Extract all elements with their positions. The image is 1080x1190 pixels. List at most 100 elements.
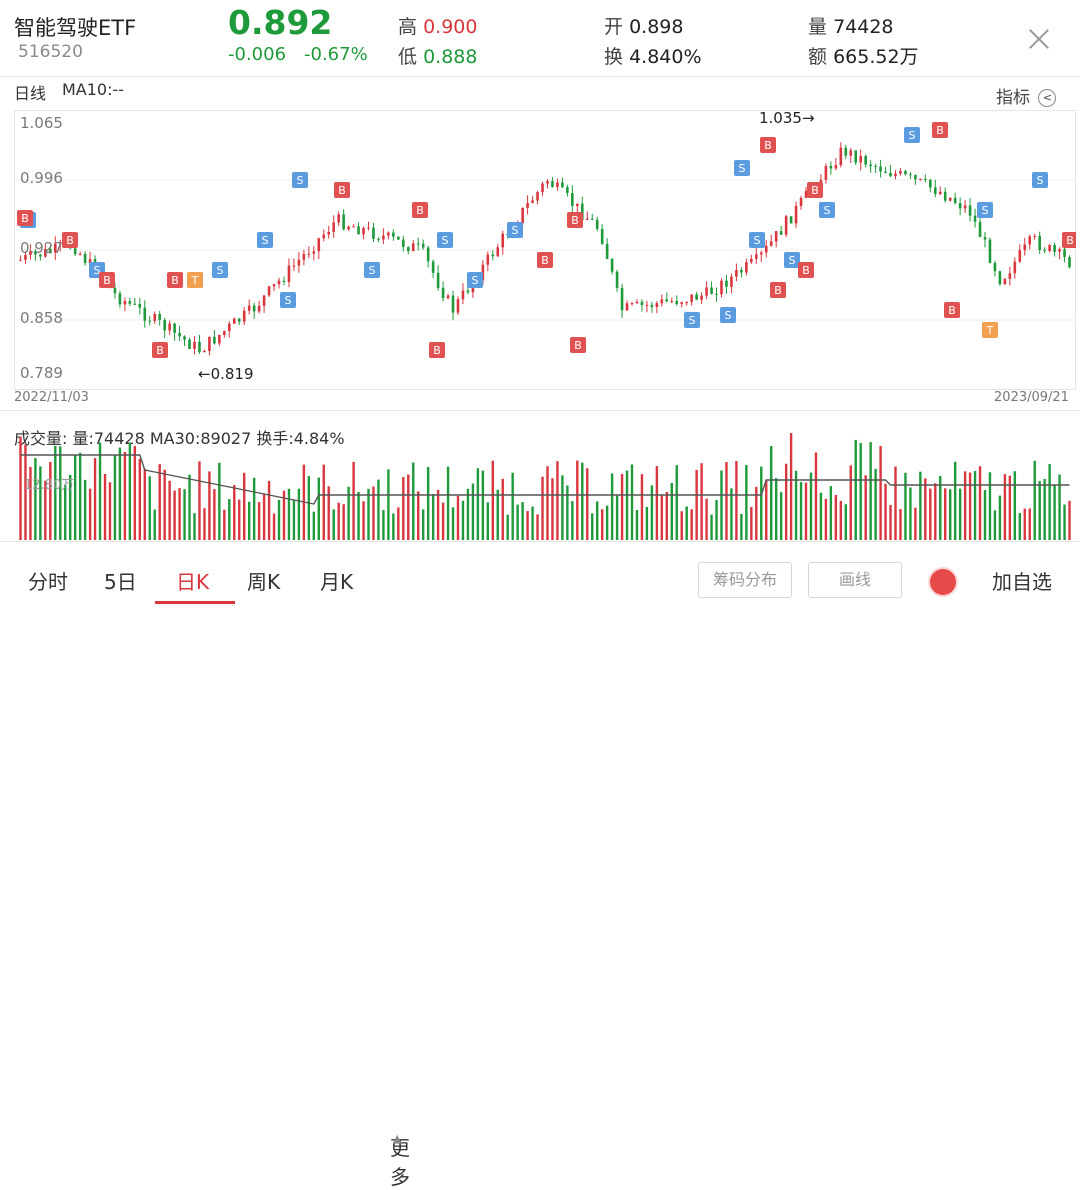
candle-body (406, 247, 410, 252)
volume-bar (24, 444, 27, 540)
candle-body (859, 155, 863, 163)
candle-body (481, 264, 485, 281)
volume-bar (183, 489, 186, 540)
candle-body (193, 341, 196, 349)
close-icon[interactable] (1024, 24, 1054, 54)
tab-5day[interactable]: 5日 (104, 570, 137, 594)
trade-marker-b[interactable]: B (17, 210, 33, 226)
trade-marker-b[interactable]: B (334, 182, 350, 198)
trade-marker-t[interactable]: T (187, 272, 203, 288)
volume-bar (919, 471, 922, 540)
volume-bar (49, 461, 52, 540)
trade-marker-s[interactable]: S (280, 292, 296, 308)
trade-marker-b[interactable]: B (567, 212, 583, 228)
candle-body (919, 178, 922, 180)
candle-body (948, 197, 952, 201)
volume-bar (576, 460, 579, 540)
candle-body (531, 200, 534, 204)
candle-body (322, 234, 326, 239)
trade-marker-s[interactable]: S (749, 232, 765, 248)
trade-marker-box (1062, 232, 1076, 248)
trade-marker-b[interactable]: B (807, 182, 823, 198)
trade-marker-s[interactable]: S (257, 232, 273, 248)
volume-bar (1058, 474, 1061, 540)
record-icon[interactable] (930, 569, 956, 595)
add-watchlist-button[interactable]: 加自选 (992, 570, 1052, 594)
candle-body (670, 300, 674, 302)
candle-body (441, 287, 445, 299)
current-price: 0.892 (228, 3, 333, 42)
trade-marker-box (292, 172, 308, 188)
volume-bar (546, 466, 549, 540)
volume-bar (799, 482, 803, 540)
candle-body (426, 247, 430, 262)
trade-marker-letter: B (21, 212, 29, 225)
trade-marker-b[interactable]: B (944, 302, 960, 318)
trade-marker-b[interactable]: B (429, 342, 445, 358)
bottom-divider (0, 541, 1080, 542)
trade-marker-b[interactable]: B (152, 342, 168, 358)
trade-marker-s[interactable]: S (364, 262, 380, 278)
tab-weekly-k[interactable]: 周K (247, 570, 281, 594)
volume-value: 74428 (833, 16, 894, 38)
chip-distribution-button[interactable]: 筹码分布 (698, 562, 792, 598)
candle-body (218, 334, 221, 344)
trade-marker-b[interactable]: B (570, 337, 586, 353)
candle-body (1013, 261, 1017, 274)
trade-marker-b[interactable]: B (62, 232, 78, 248)
trade-marker-s[interactable]: S (734, 160, 750, 176)
candle-body (605, 243, 609, 259)
trade-marker-s[interactable]: S (904, 127, 920, 143)
trade-marker-b[interactable]: B (99, 272, 115, 288)
kline-chart[interactable]: SBBSBBBTSSSSBSBBSSSBBBSSSSBBSBBSSBBSTSB (14, 110, 1076, 390)
volume-bar (874, 468, 877, 540)
trade-marker-s[interactable]: S (467, 272, 483, 288)
trade-marker-letter: B (948, 304, 956, 317)
tab-monthly-k[interactable]: 月K (320, 570, 354, 594)
candle-body (983, 237, 987, 240)
trade-marker-b[interactable]: B (412, 202, 428, 218)
volume-bar (218, 462, 221, 540)
trade-marker-s[interactable]: S (212, 262, 228, 278)
volume-chart[interactable] (14, 422, 1076, 540)
trade-marker-letter: S (1037, 174, 1044, 187)
trade-marker-s[interactable]: S (784, 252, 800, 268)
trade-marker-b[interactable]: B (537, 252, 553, 268)
trade-marker-b[interactable]: B (167, 272, 183, 288)
trade-marker-b[interactable]: B (932, 122, 948, 138)
trade-marker-s[interactable]: S (437, 232, 453, 248)
trade-marker-b[interactable]: B (1062, 232, 1076, 248)
volume-bar (710, 514, 713, 540)
volume-ma-line (20, 454, 1070, 505)
draw-line-button[interactable]: 画线 (808, 562, 902, 598)
candle-body (302, 253, 306, 260)
volume-bar (794, 470, 798, 540)
trade-marker-s[interactable]: S (292, 172, 308, 188)
tab-timeshare[interactable]: 分时 (28, 570, 68, 594)
volume-bar (252, 477, 256, 540)
trade-marker-s[interactable]: S (977, 202, 993, 218)
trade-marker-b[interactable]: B (760, 137, 776, 153)
trade-marker-s[interactable]: S (684, 312, 700, 328)
trade-marker-s[interactable]: S (1032, 172, 1048, 188)
trade-marker-t[interactable]: T (982, 322, 998, 338)
trade-marker-b[interactable]: B (770, 282, 786, 298)
volume-bar (566, 485, 569, 540)
trade-marker-letter: S (824, 204, 831, 217)
indicator-button[interactable]: 指标 < (996, 83, 1057, 108)
candle-body (1008, 273, 1012, 279)
trade-marker-b[interactable]: B (798, 262, 814, 278)
volume-bar (73, 454, 77, 540)
trade-marker-s[interactable]: S (507, 222, 523, 238)
candle-body (29, 251, 32, 256)
volume-bar (730, 488, 733, 540)
tab-daily-k[interactable]: 日K (176, 570, 210, 594)
trade-marker-letter: B (433, 344, 441, 357)
y-tick: 0.789 (20, 364, 63, 382)
trade-marker-s[interactable]: S (720, 307, 736, 323)
trade-marker-s[interactable]: S (819, 202, 835, 218)
volume-bar (1048, 464, 1051, 540)
candle-body (998, 271, 1002, 285)
volume-info: 成交量: 量:74428 MA30:89027 换手:4.84% (14, 429, 345, 448)
volume-bar (556, 461, 559, 540)
